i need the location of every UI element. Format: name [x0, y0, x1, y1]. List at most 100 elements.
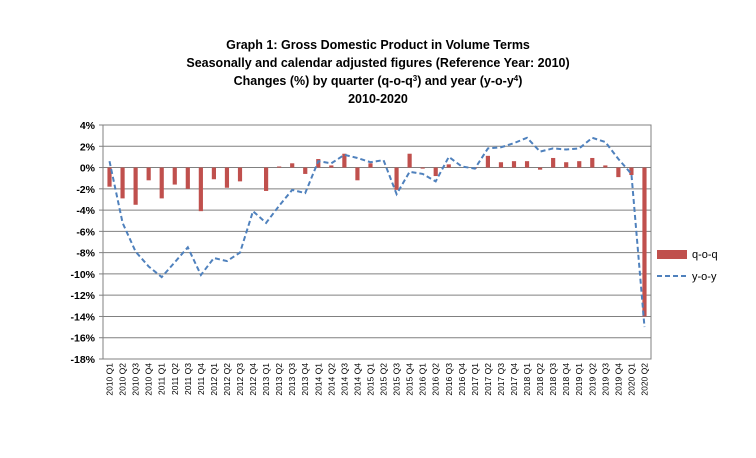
bar-qoq — [511, 161, 517, 168]
x-tick-label: 2015 Q3 — [392, 363, 402, 396]
x-tick-label: 2017 Q4 — [509, 363, 519, 396]
legend-label-qoq: q-o-q — [692, 249, 718, 261]
legend: q-o-q y-o-y — [657, 249, 718, 283]
chart-title: Graph 1: Gross Domestic Product in Volum… — [226, 38, 530, 52]
footnote-marker-4: 4 — [513, 74, 519, 83]
y-tick-label: 0% — [80, 163, 96, 175]
qoq-bars — [107, 153, 647, 317]
x-tick-label: 2012 Q3 — [235, 363, 245, 396]
x-tick-label: 2013 Q1 — [261, 363, 271, 396]
bar-qoq — [368, 163, 373, 168]
bar-qoq — [133, 167, 138, 205]
x-tick-label: 2012 Q4 — [248, 363, 258, 396]
subtitle-text-b: ) and year (y-o-y — [417, 74, 514, 88]
bar-qoq — [159, 167, 164, 199]
x-tick-label: 2011 Q1 — [157, 363, 167, 395]
chart-period: 2010-2020 — [348, 92, 408, 106]
bar-qoq — [590, 157, 595, 168]
x-tick-label: 2017 Q1 — [470, 363, 480, 396]
x-tick-label: 2013 Q2 — [274, 363, 284, 396]
bar-qoq — [146, 167, 151, 181]
x-tick-label: 2011 Q3 — [183, 363, 193, 395]
x-tick-label: 2018 Q3 — [548, 363, 558, 396]
x-tick-label: 2019 Q4 — [613, 363, 623, 396]
y-tick-label: -2% — [76, 184, 95, 196]
y-tick-label: -12% — [70, 290, 95, 302]
bar-qoq — [629, 167, 634, 175]
bar-qoq — [577, 161, 582, 168]
x-tick-label: 2011 Q2 — [170, 363, 180, 395]
bar-qoq — [211, 167, 216, 180]
y-tick-label: -10% — [70, 269, 95, 281]
chart-subtitle-changes: Changes (%) by quarter (q-o-q3) and year… — [0, 72, 756, 90]
x-tick-label: 2019 Q2 — [587, 363, 597, 396]
x-tick-label: 2015 Q1 — [365, 363, 375, 396]
bar-qoq — [107, 167, 112, 187]
bar-qoq — [551, 157, 556, 168]
x-tick-label: 2020 Q1 — [626, 363, 636, 396]
chart-subtitle: Seasonally and calendar adjusted figures… — [186, 56, 570, 70]
x-tick-label: 2017 Q3 — [496, 363, 506, 396]
x-tick-label: 2018 Q4 — [561, 363, 571, 396]
y-tick-label: -16% — [70, 333, 95, 345]
bar-qoq — [394, 167, 399, 190]
bar-qoq — [498, 162, 504, 168]
y-tick-label: -4% — [76, 205, 95, 217]
bar-qoq — [172, 167, 177, 185]
legend-swatch-qoq — [657, 250, 687, 259]
x-tick-label: 2015 Q4 — [405, 363, 415, 396]
x-tick-label: 2013 Q3 — [287, 363, 297, 396]
bar-qoq — [264, 167, 269, 191]
bar-qoq — [185, 167, 190, 189]
bar-qoq — [120, 167, 125, 199]
bar-qoq — [303, 167, 308, 174]
bar-qoq — [564, 162, 569, 168]
x-tick-label: 2012 Q1 — [209, 363, 219, 396]
legend-label-yoy: y-o-y — [692, 271, 717, 283]
bar-qoq — [433, 167, 438, 177]
x-tick-label: 2014 Q1 — [313, 363, 323, 396]
x-tick-label: 2014 Q2 — [326, 363, 336, 396]
y-tick-label: -6% — [76, 226, 95, 238]
x-tick-label: 2019 Q3 — [600, 363, 610, 396]
bar-qoq — [355, 167, 360, 181]
bar-qoq — [342, 153, 347, 168]
x-tick-label: 2016 Q4 — [457, 363, 467, 396]
y-tick-label: -18% — [70, 354, 95, 366]
subtitle-text-c: ) — [518, 74, 523, 88]
footnote-marker-3: 3 — [412, 74, 418, 83]
x-axis-ticks: 2010 Q1 2010 Q2 2010 Q3 2010 Q4 2011 Q1 2011 … — [105, 363, 650, 396]
bar-qoq — [524, 161, 530, 168]
chart-title-block: Graph 1: Gross Domestic Product in Volum… — [0, 36, 756, 108]
y-tick-label: -8% — [76, 248, 95, 260]
x-tick-label: 2018 Q2 — [535, 363, 545, 396]
x-tick-label: 2010 Q4 — [144, 363, 154, 396]
bar-qoq — [446, 164, 451, 168]
y-tick-label: 2% — [80, 141, 96, 153]
plot-area-border — [102, 124, 652, 360]
x-tick-label: 2017 Q2 — [483, 363, 493, 396]
bar-qoq — [329, 165, 334, 168]
bar-qoq — [407, 153, 412, 168]
x-tick-label: 2019 Q1 — [574, 363, 584, 396]
x-tick-label: 2010 Q3 — [131, 363, 141, 396]
bar-qoq — [290, 163, 295, 168]
y-tick-label: -14% — [70, 311, 95, 323]
bar-qoq — [616, 167, 621, 178]
bar-qoq — [224, 167, 230, 188]
bar-qoq — [603, 165, 608, 168]
x-tick-label: 2011 Q4 — [196, 363, 206, 395]
x-tick-label: 2012 Q2 — [222, 363, 232, 396]
bar-qoq — [277, 166, 282, 168]
x-tick-label: 2014 Q4 — [352, 363, 362, 396]
x-tick-label: 2016 Q3 — [444, 363, 454, 396]
x-tick-label: 2016 Q2 — [431, 363, 441, 396]
bar-qoq — [485, 155, 490, 168]
subtitle-text-a: Changes (%) by quarter (q-o-q — [233, 74, 413, 88]
bar-qoq — [420, 167, 425, 169]
x-tick-label: 2010 Q2 — [118, 363, 128, 396]
series-line-yoy — [108, 136, 646, 328]
bar-qoq — [237, 167, 243, 182]
x-tick-label: 2018 Q1 — [522, 363, 532, 396]
x-tick-label: 2010 Q1 — [105, 363, 115, 396]
